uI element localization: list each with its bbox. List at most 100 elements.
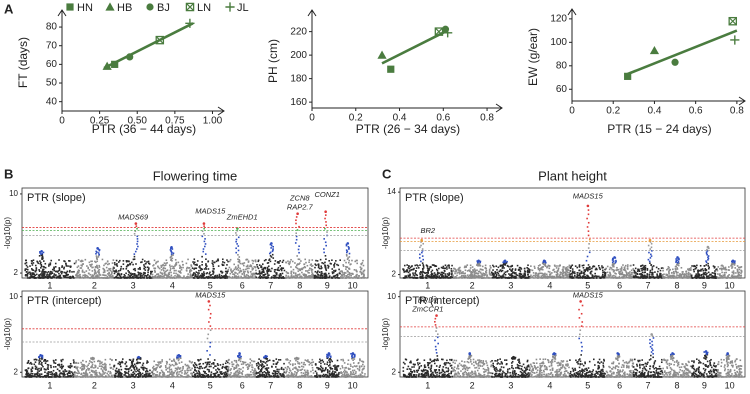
snp-dot	[603, 271, 606, 273]
snp-dot	[325, 374, 327, 376]
snp-dot	[149, 276, 152, 279]
snp-dot	[345, 266, 347, 268]
snp-dot	[569, 266, 571, 268]
snp-dot	[424, 272, 427, 274]
snp-dot	[133, 366, 136, 369]
marker-shape	[434, 27, 443, 36]
subplot-title: PTR (slope)	[27, 192, 86, 204]
snp-dot	[203, 240, 206, 243]
snp-dot	[315, 277, 317, 279]
snp-dot	[190, 362, 193, 364]
snp-dot	[231, 361, 233, 363]
snp-dot	[295, 374, 298, 377]
snp-dot	[405, 275, 407, 277]
snp-dot	[232, 273, 234, 275]
snp-dot	[324, 261, 326, 264]
marker-shape	[443, 28, 453, 38]
snp-dot	[535, 277, 537, 279]
snp-dot	[99, 363, 101, 365]
snp-dot	[144, 374, 146, 377]
snp-dot	[269, 375, 271, 377]
snp-dot	[521, 275, 523, 277]
snp-dot	[452, 270, 455, 272]
snp-dot	[489, 266, 492, 269]
snp-dot	[194, 374, 197, 377]
snp-dot	[236, 276, 239, 278]
snp-dot	[528, 271, 531, 274]
snp-dot	[427, 272, 430, 274]
snp-dot	[416, 264, 418, 266]
snp-dot	[67, 273, 70, 276]
snp-dot	[269, 243, 272, 246]
snp-dot	[334, 262, 336, 265]
snp-dot	[557, 267, 560, 270]
snp-dot	[571, 268, 574, 270]
snp-dot	[30, 363, 33, 365]
snp-dot	[179, 355, 182, 358]
snp-dot	[65, 264, 68, 267]
snp-dot	[361, 262, 364, 264]
snp-dot	[221, 366, 224, 368]
snp-dot	[259, 277, 262, 279]
snp-dot	[544, 275, 547, 278]
snp-dot	[100, 362, 102, 364]
snp-dot	[518, 268, 521, 271]
snp-dot	[441, 267, 444, 269]
snp-dot	[114, 263, 116, 266]
snp-dot	[76, 275, 79, 277]
snp-dot	[304, 363, 307, 366]
snp-dot	[45, 271, 47, 273]
snp-dot	[323, 369, 326, 372]
snp-dot	[228, 375, 230, 378]
snp-dot	[85, 374, 87, 376]
snp-dot	[108, 268, 111, 271]
snp-dot	[91, 366, 93, 369]
snp-dot	[326, 355, 328, 358]
snp-dot	[38, 361, 41, 364]
snp-dot	[492, 273, 495, 275]
snp-dot	[92, 376, 95, 378]
snp-dot	[624, 264, 627, 267]
snp-dot	[519, 270, 522, 272]
snp-dot	[205, 258, 207, 261]
snp-dot	[341, 366, 344, 369]
snp-dot	[94, 375, 96, 378]
snp-dot	[267, 374, 270, 376]
snp-dot	[228, 358, 230, 361]
snp-dot	[552, 276, 554, 278]
snp-dot	[46, 276, 49, 278]
snp-dot	[112, 368, 114, 370]
snp-dot	[350, 371, 352, 373]
snp-dot	[422, 258, 424, 261]
snp-dot	[314, 275, 316, 278]
snp-dot	[50, 373, 52, 376]
chromosome-label: 3	[508, 280, 513, 290]
snp-dot	[411, 276, 414, 279]
snp-dot	[482, 277, 484, 279]
snp-dot	[50, 273, 53, 275]
snp-dot	[222, 261, 224, 263]
snp-dot	[454, 270, 456, 273]
snp-dot	[237, 254, 239, 256]
snp-dot	[197, 274, 199, 276]
snp-dot	[198, 269, 200, 272]
snp-dot	[115, 375, 117, 377]
snp-dot	[170, 253, 173, 255]
snp-dot	[404, 275, 406, 278]
snp-dot	[513, 275, 516, 278]
snp-dot	[280, 267, 283, 269]
snp-dot	[247, 260, 250, 262]
snp-dot	[261, 363, 264, 366]
snp-dot	[223, 372, 225, 374]
snp-dot	[75, 372, 78, 374]
snp-dot	[213, 359, 216, 361]
snp-dot	[523, 277, 526, 279]
snp-dot	[489, 273, 491, 276]
snp-dot	[444, 275, 447, 277]
snp-dot	[120, 374, 122, 377]
snp-dot	[431, 276, 433, 278]
snp-dot	[103, 269, 106, 272]
snp-dot	[288, 262, 291, 264]
snp-dot	[272, 245, 274, 248]
snp-dot	[156, 364, 159, 366]
